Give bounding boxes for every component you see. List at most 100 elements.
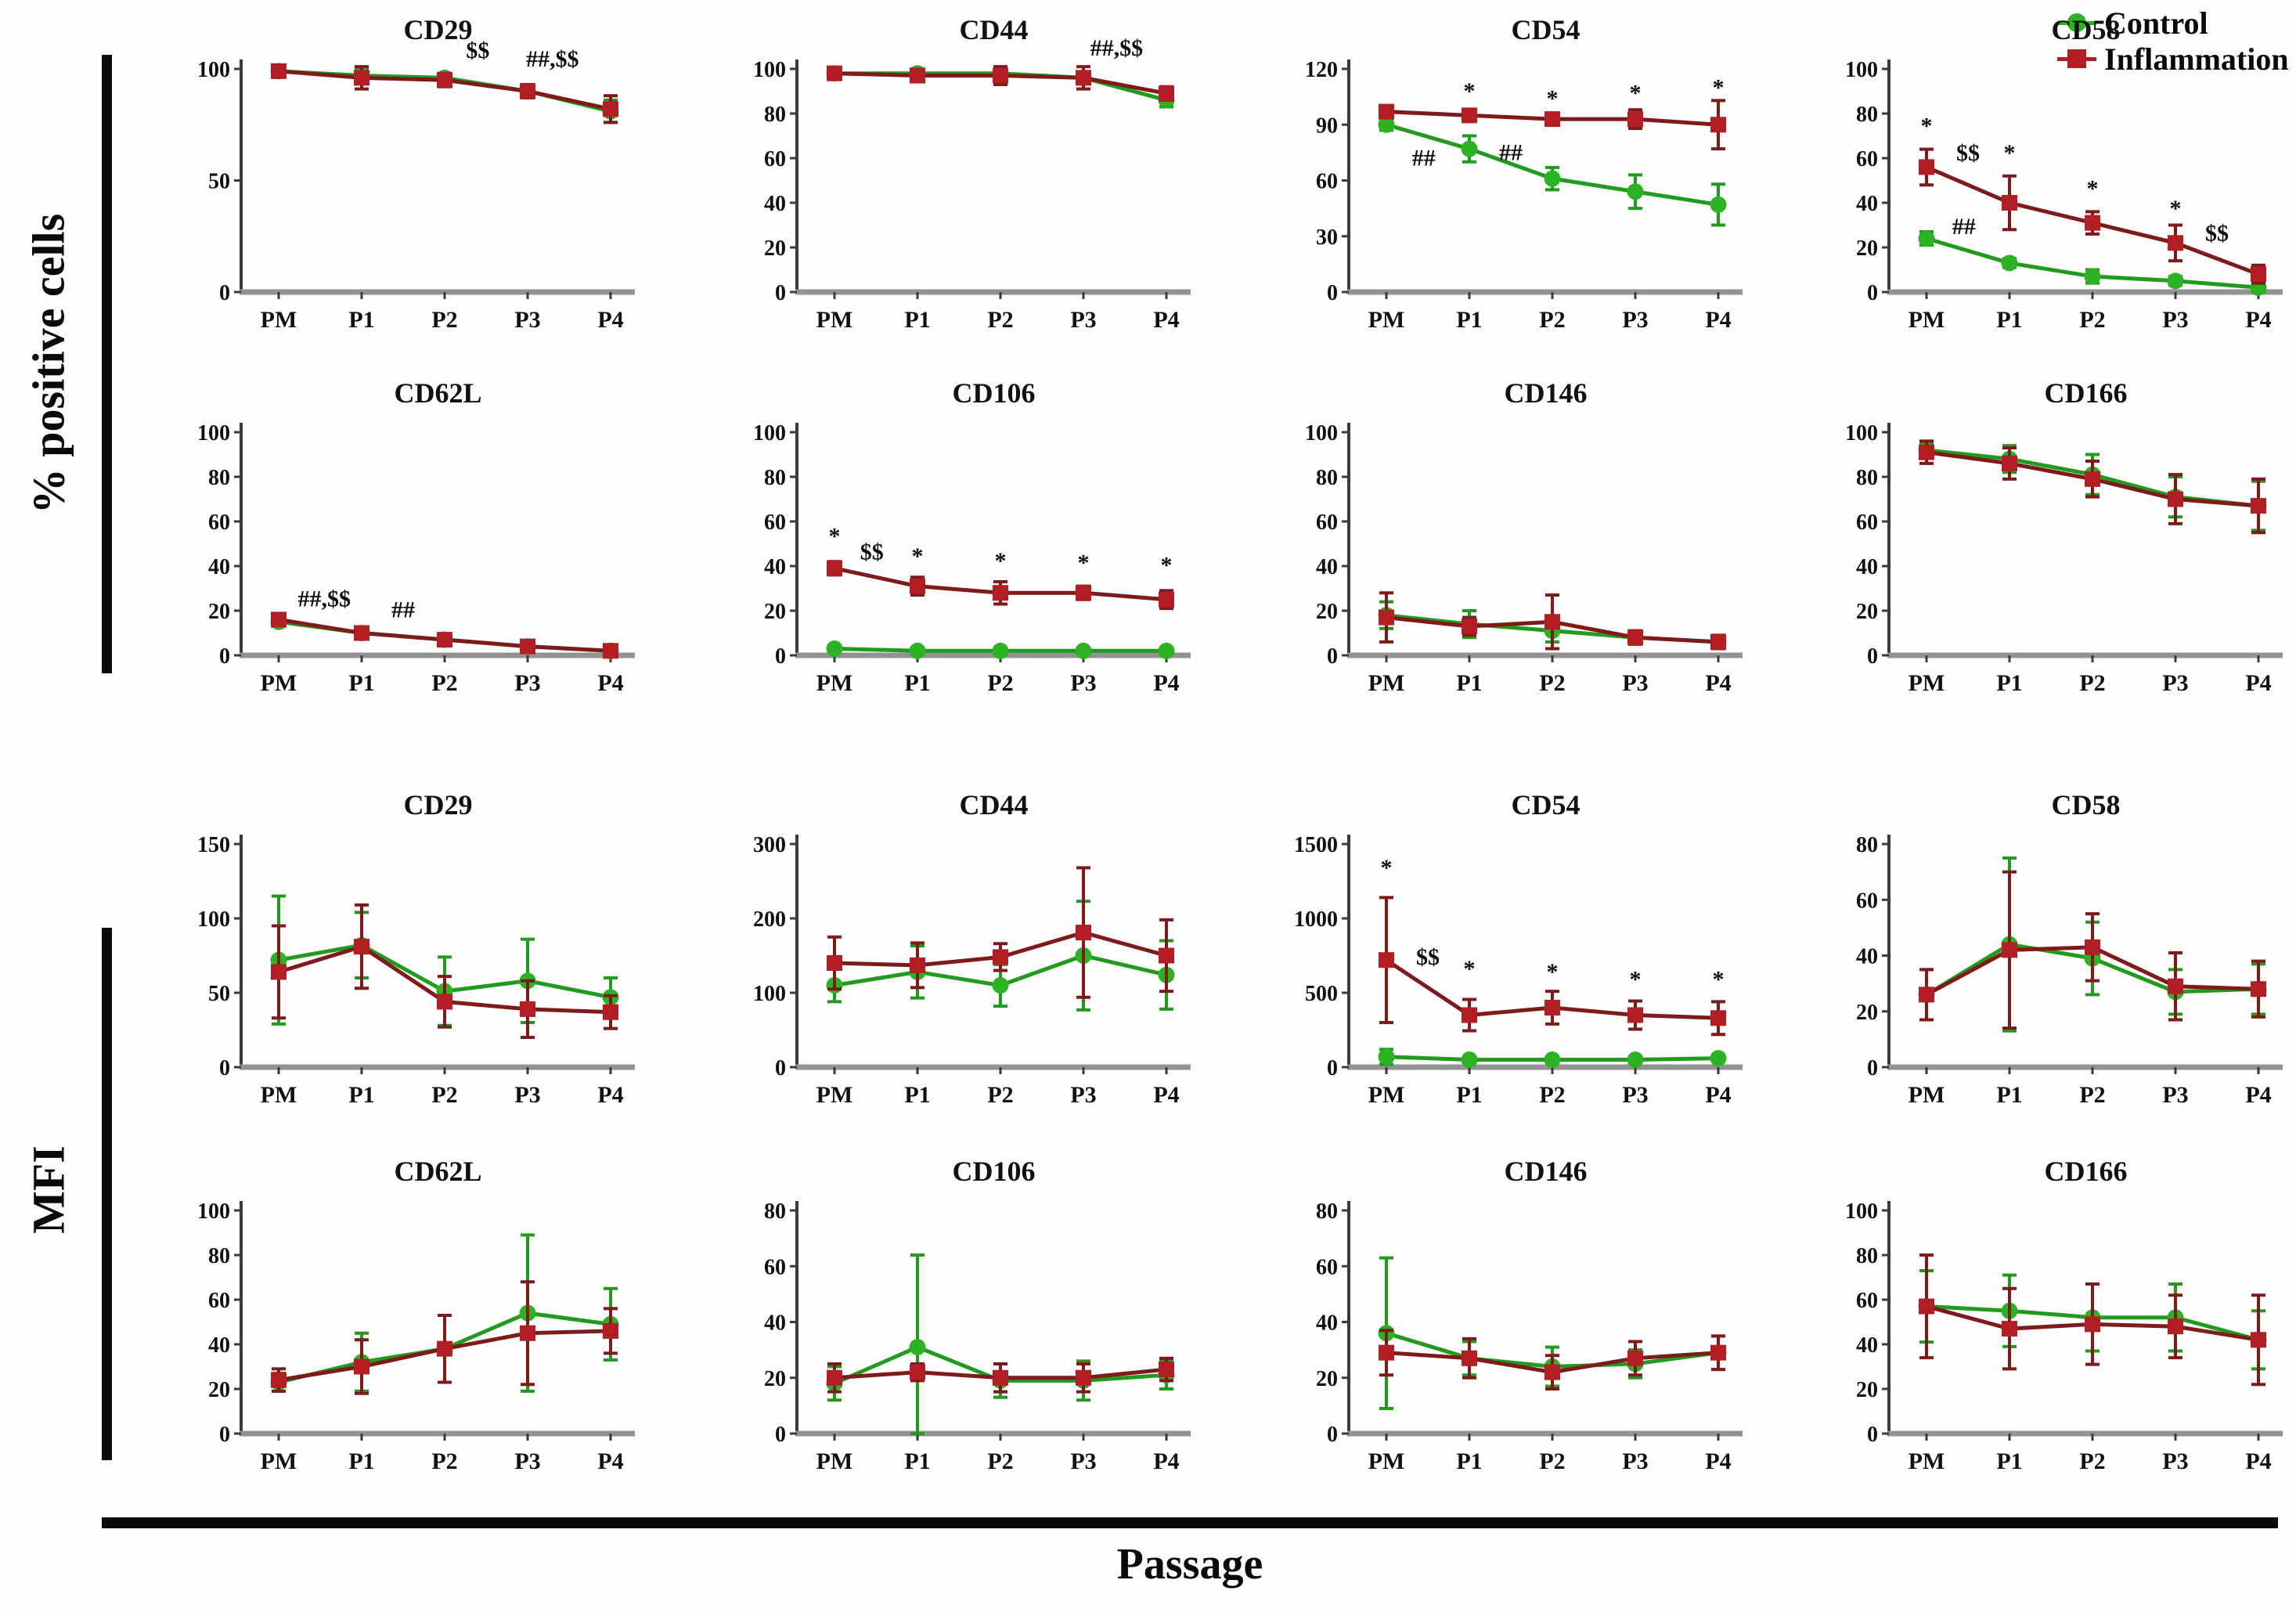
- series-inflammation: [827, 560, 1174, 611]
- series-inflammation: [827, 1356, 1174, 1394]
- significance-annotation: *: [1547, 959, 1559, 985]
- svg-text:P3: P3: [514, 1082, 540, 1108]
- svg-text:100: 100: [753, 982, 786, 1006]
- svg-text:40: 40: [1856, 192, 1878, 216]
- svg-text:1500: 1500: [1294, 833, 1338, 857]
- significance-annotation: *: [1078, 550, 1090, 576]
- svg-text:40: 40: [1316, 555, 1338, 579]
- chart-title: CD29: [404, 14, 473, 45]
- svg-text:PM: PM: [816, 670, 853, 696]
- legend-item-inflammation: Inflammation: [2057, 41, 2289, 77]
- svg-text:PM: PM: [1368, 307, 1405, 333]
- axes: 0 20 40 60 80 PM P1 P2 P3 P4: [764, 1199, 1191, 1474]
- svg-text:P3: P3: [1070, 1082, 1096, 1108]
- significance-annotation: *: [912, 543, 924, 569]
- svg-text:80: 80: [1856, 103, 1878, 127]
- axes: 0 100 200 300 PM P1 P2 P3 P4: [753, 833, 1191, 1108]
- svg-text:0: 0: [219, 1423, 230, 1447]
- svg-text:20: 20: [208, 1378, 230, 1402]
- annotations: ##,$$: [1090, 35, 1144, 61]
- legend-label-inflammation: Inflammation: [2104, 41, 2289, 77]
- chart-title: CD146: [1505, 1156, 1588, 1187]
- svg-text:100: 100: [197, 907, 230, 932]
- chart-canvas: CD166 0 20 40 60 80 100 PM P1 P2 P3 P4: [1845, 377, 2283, 696]
- svg-text:100: 100: [197, 58, 230, 82]
- svg-text:P2: P2: [431, 307, 457, 333]
- svg-text:PM: PM: [1368, 1448, 1405, 1474]
- svg-text:0: 0: [775, 644, 786, 669]
- svg-text:P1: P1: [904, 307, 930, 333]
- svg-text:P3: P3: [1622, 670, 1648, 696]
- annotations: * $$ * * * *: [1381, 855, 1725, 993]
- significance-annotation: *: [1547, 86, 1559, 112]
- svg-text:P1: P1: [1456, 670, 1482, 696]
- svg-text:P3: P3: [2162, 307, 2188, 333]
- svg-text:0: 0: [1867, 1056, 1878, 1080]
- svg-text:500: 500: [1305, 982, 1338, 1006]
- chart-CD62L-pct: CD62L 0 20 40 60 80 100 PM P1 P2 P3 P4 ##,$$ ##: [104, 370, 644, 730]
- svg-text:P1: P1: [1996, 670, 2022, 696]
- svg-text:P1: P1: [904, 1448, 930, 1474]
- svg-text:P4: P4: [1153, 1082, 1179, 1108]
- svg-text:P1: P1: [348, 1082, 374, 1108]
- svg-text:P4: P4: [2245, 307, 2271, 333]
- series-control: [826, 1253, 1175, 1435]
- series-inflammation: [1919, 147, 2266, 285]
- axes: 0 20 40 60 80 100 PM P1 P2 P3 P4: [197, 1199, 635, 1474]
- section-label-mfi: MFI: [23, 1145, 74, 1234]
- chart-title: CD58: [2052, 14, 2121, 45]
- axes: 0 50 100 150 PM P1 P2 P3 P4: [197, 833, 635, 1108]
- svg-text:P1: P1: [904, 1082, 930, 1108]
- significance-annotation: *: [2170, 196, 2182, 222]
- svg-text:50: 50: [208, 170, 230, 194]
- svg-text:20: 20: [1856, 1001, 1878, 1025]
- svg-text:P4: P4: [2245, 1448, 2271, 1474]
- svg-text:0: 0: [775, 1056, 786, 1080]
- chart-canvas: CD106 0 20 40 60 80 100 PM P1 P2 P3 P4 * $$ * * * *: [753, 377, 1191, 696]
- svg-text:20: 20: [764, 1367, 786, 1391]
- chart-CD58-pct: CD58 0 20 40 60 80 100 PM P1 P2 P3 P4 * $$ * * * ## $$: [1752, 6, 2292, 366]
- chart-title: CD106: [953, 377, 1036, 409]
- significance-annotation: $$: [1416, 944, 1440, 970]
- axes: 0 20 40 60 80 100 PM P1 P2 P3 P4: [753, 58, 1191, 333]
- svg-text:P4: P4: [1705, 307, 1731, 333]
- chart-canvas: CD146 0 20 40 60 80 100 PM P1 P2 P3 P4: [1305, 377, 1743, 696]
- svg-text:80: 80: [764, 103, 786, 127]
- svg-text:150: 150: [197, 833, 230, 857]
- svg-text:60: 60: [764, 147, 786, 171]
- svg-text:0: 0: [1327, 644, 1338, 669]
- significance-annotation: $$: [466, 38, 489, 63]
- svg-text:P1: P1: [1456, 307, 1482, 333]
- svg-text:P4: P4: [1705, 1082, 1731, 1108]
- svg-text:20: 20: [1856, 236, 1878, 261]
- chart-title: CD44: [960, 14, 1029, 45]
- chart-canvas: CD62L 0 20 40 60 80 100 PM P1 P2 P3 P4: [197, 1156, 635, 1474]
- svg-text:P4: P4: [1705, 1448, 1731, 1474]
- svg-text:80: 80: [1856, 1244, 1878, 1268]
- svg-text:120: 120: [1305, 58, 1338, 82]
- annotations: * $$ * * * ## $$: [1921, 114, 2229, 247]
- svg-text:P1: P1: [1996, 1448, 2022, 1474]
- svg-text:P2: P2: [1539, 307, 1565, 333]
- chart-CD54-pct: CD54 0 30 60 90 120 PM P1 P2 P3 P4 * * * * ## ##: [1212, 6, 1752, 366]
- svg-text:PM: PM: [816, 1082, 853, 1108]
- series-inflammation: [1379, 1329, 1726, 1391]
- svg-text:60: 60: [1856, 147, 1878, 171]
- chart-CD146-mfi: CD146 0 20 40 60 80 PM P1 P2 P3 P4: [1212, 1148, 1752, 1508]
- chart-CD106-mfi: CD106 0 20 40 60 80 PM P1 P2 P3 P4: [660, 1148, 1200, 1508]
- significance-annotation: ##: [391, 597, 415, 623]
- chart-canvas: CD62L 0 20 40 60 80 100 PM P1 P2 P3 P4 ##,$$ ##: [197, 377, 635, 696]
- chart-title: CD166: [2045, 377, 2128, 409]
- svg-text:P3: P3: [2162, 1448, 2188, 1474]
- significance-annotation: *: [995, 548, 1007, 574]
- svg-text:P2: P2: [987, 670, 1013, 696]
- svg-text:60: 60: [764, 510, 786, 535]
- series-inflammation: [1919, 1253, 2266, 1387]
- chart-canvas: CD54 0 500 1000 1500 PM P1 P2 P3 P4 * $$ * * * *: [1294, 789, 1743, 1108]
- significance-annotation: *: [2087, 175, 2099, 201]
- chart-title: CD54: [1512, 14, 1581, 45]
- svg-text:P3: P3: [514, 670, 540, 696]
- svg-text:60: 60: [208, 1289, 230, 1313]
- svg-text:P1: P1: [1456, 1448, 1482, 1474]
